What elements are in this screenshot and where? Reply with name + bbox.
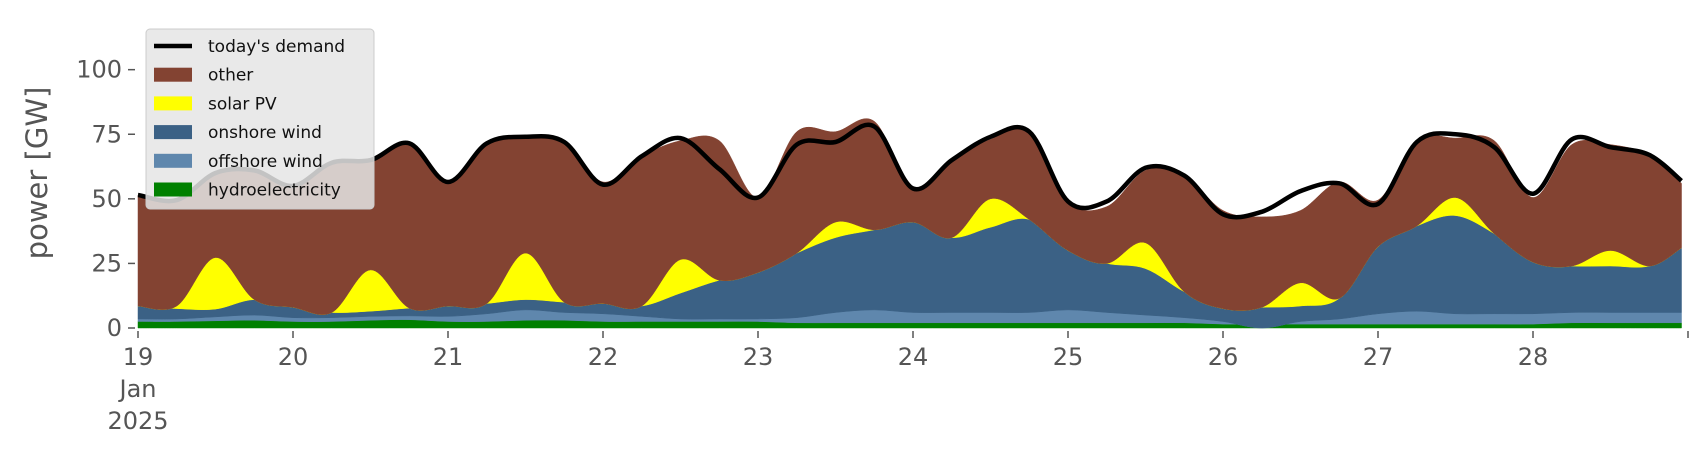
x-tick-label: 19 [123,343,154,371]
demand-line [137,122,1683,220]
y-tick-label: 100 [76,56,122,84]
legend: today's demand other solar PV onshore wind o… [145,28,375,210]
y-tick-label: 50 [91,185,122,213]
legend-swatch [154,96,192,111]
y-axis-title: power [GW] [20,87,54,260]
legend-label: hydroelectricity [208,181,341,201]
legend-label: offshore wind [208,152,323,172]
legend-label: solar PV [208,94,277,114]
legend-box [145,28,375,210]
legend-label: today's demand [208,37,345,57]
x-tick-label: 21 [433,343,464,371]
y-tick-label: 0 [107,314,122,342]
legend-swatch [154,182,192,197]
legend-label: other [208,66,253,86]
y-axis: 0 25 50 75 100 [76,56,135,342]
x-tick-label: 27 [1363,343,1394,371]
x-tick-label: Jan [118,375,157,403]
x-tick-label: 2025 [107,407,168,435]
x-tick-label: 22 [588,343,619,371]
x-tick-label: 26 [1208,343,1239,371]
x-tick-label: 24 [898,343,929,371]
stacked-areas [137,118,1682,329]
x-tick-label: 28 [1518,343,1549,371]
x-tick-label: 23 [743,343,774,371]
legend-swatch [154,125,192,140]
legend-swatch [154,67,192,82]
legend-swatch [154,153,192,168]
y-tick-label: 75 [91,120,122,148]
y-tick-label: 25 [91,249,122,277]
legend-label: onshore wind [208,123,322,143]
area-other [137,118,1682,315]
x-tick-label: 20 [278,343,309,371]
x-axis: 19 Jan 2025 20 21 22 23 24 25 26 27 28 [107,331,1689,435]
x-tick-label: 25 [1053,343,1084,371]
demand-line-layer [137,122,1683,220]
